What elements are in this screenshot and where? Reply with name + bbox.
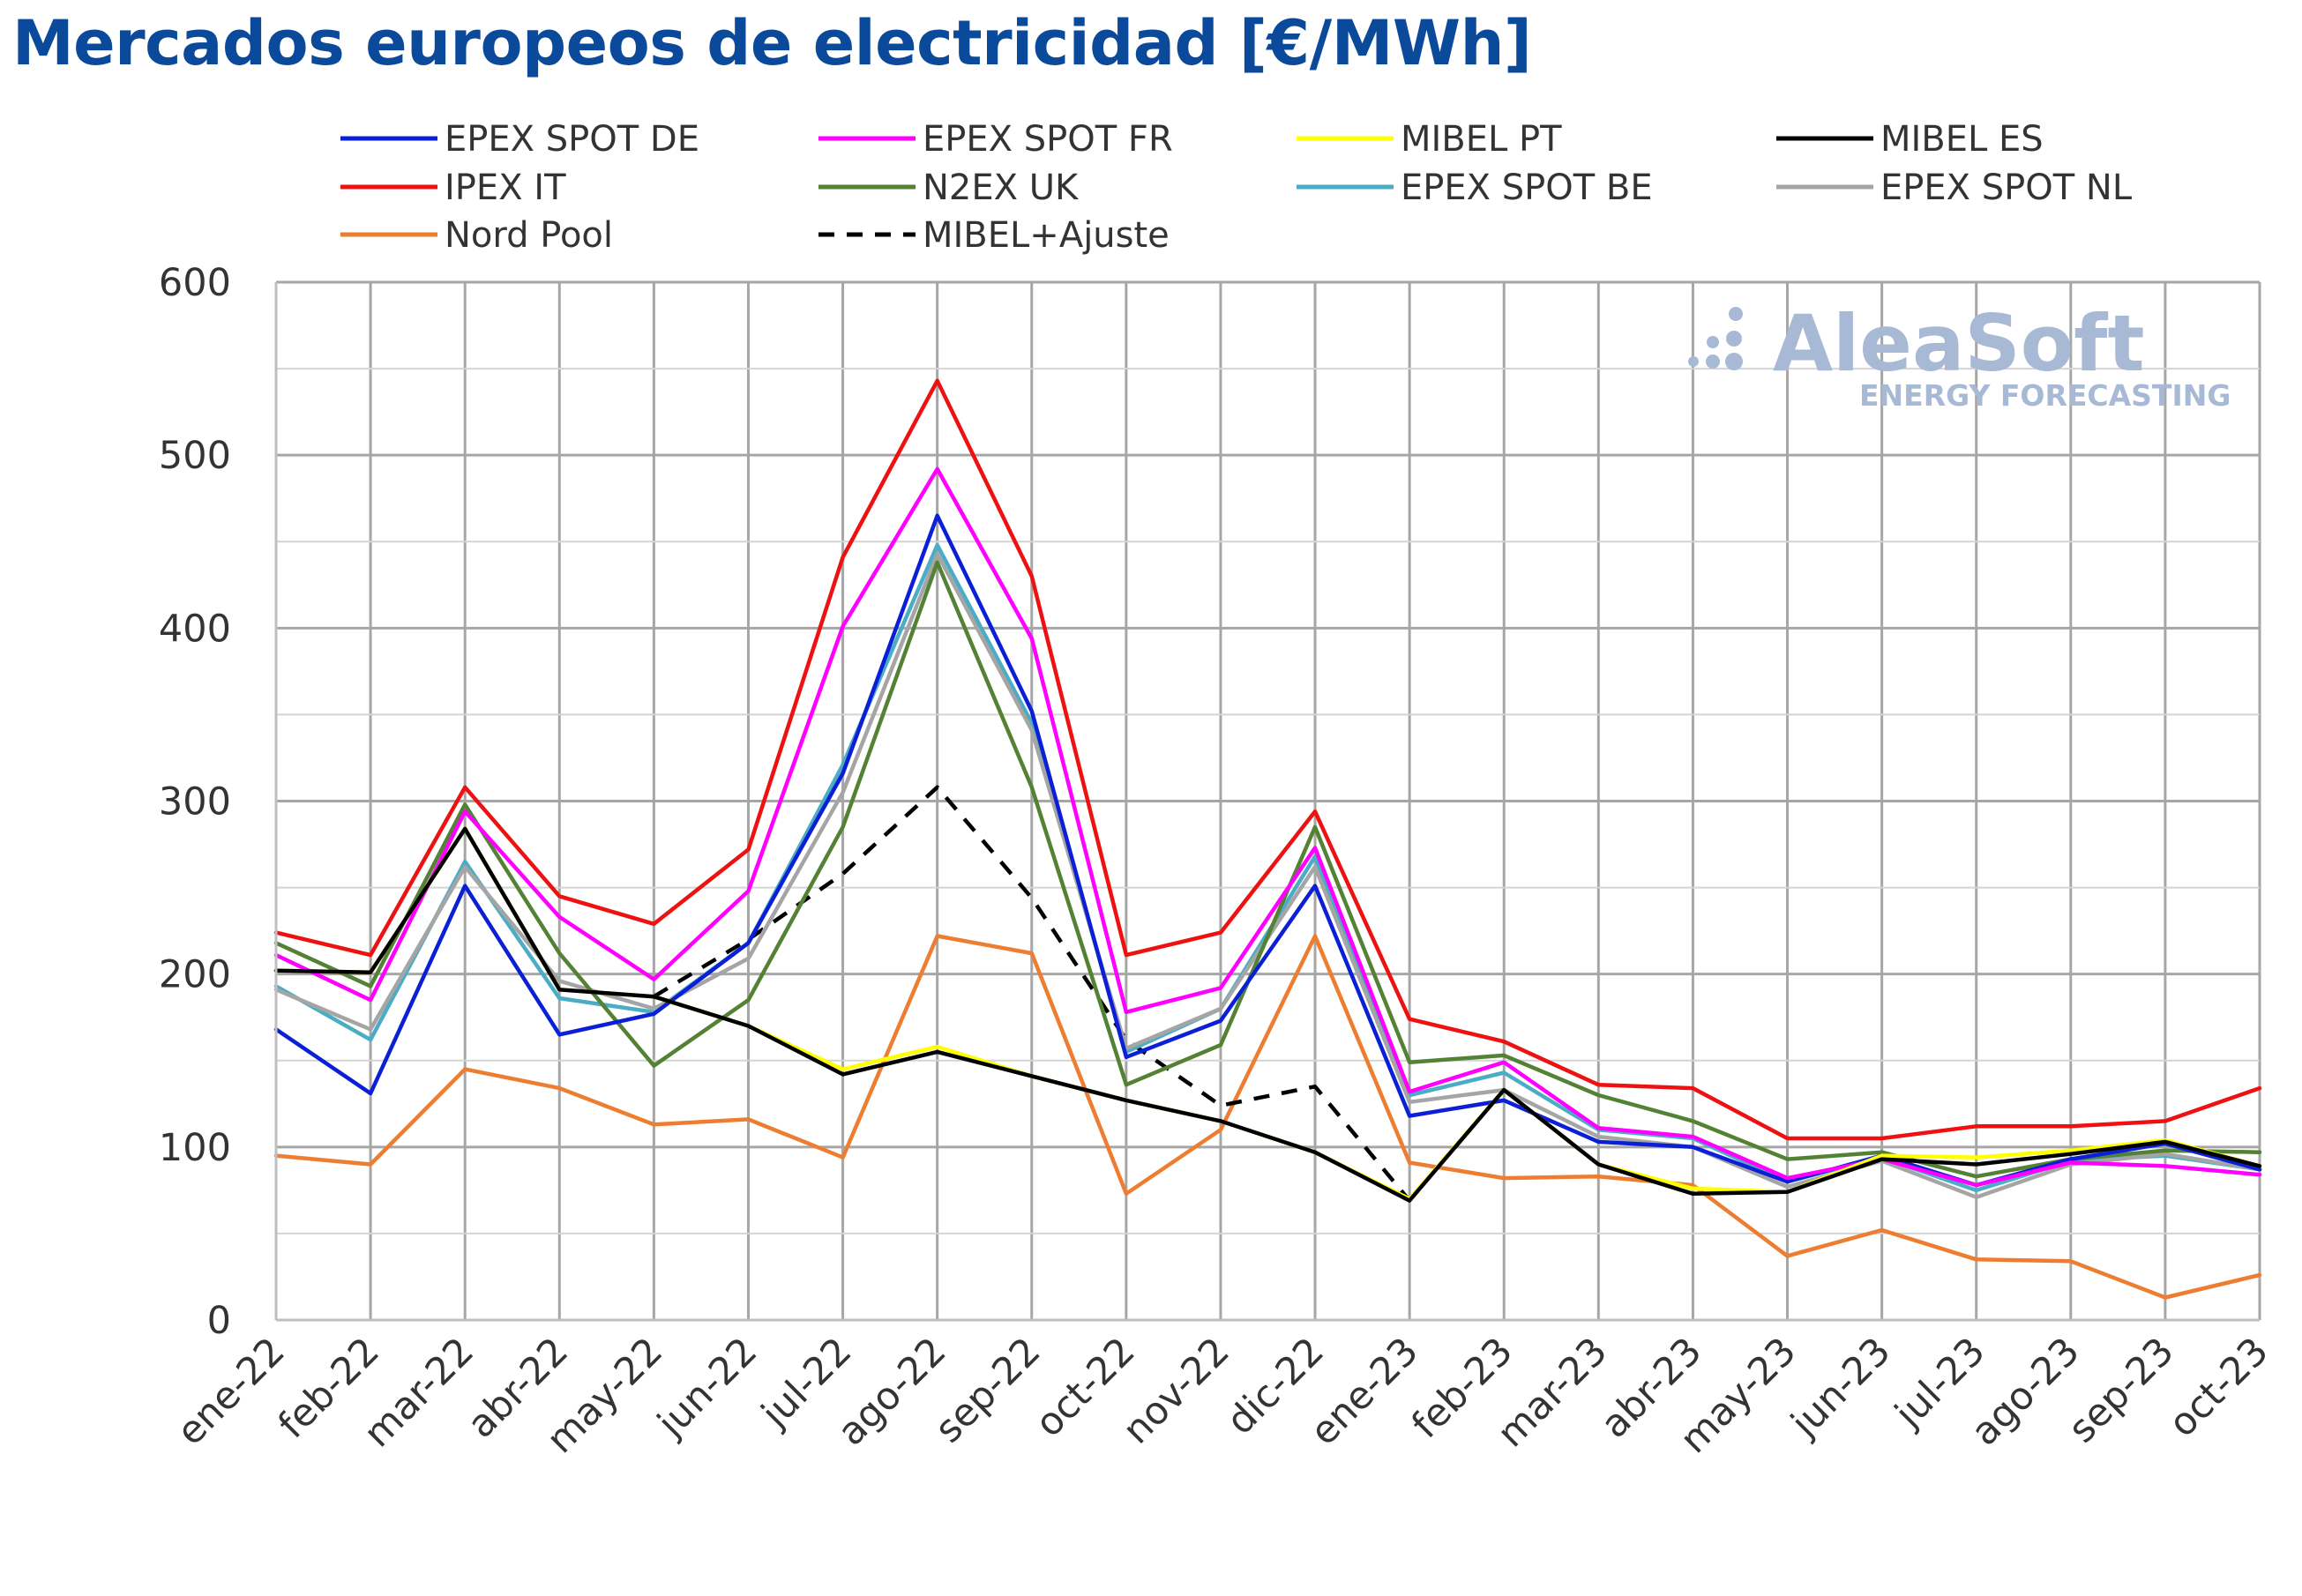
x-tick-label: jun-23 — [1783, 1329, 1900, 1446]
logo-dot — [1706, 354, 1720, 369]
legend-label: MIBEL PT — [1401, 119, 1562, 160]
x-tick-label: ene-22 — [168, 1329, 294, 1454]
logo-dot — [1729, 307, 1743, 321]
legend-item-nord-pool: Nord Pool — [340, 215, 613, 256]
y-tick-label: 400 — [159, 607, 231, 651]
series-line-epex-spot-de — [273, 513, 2262, 1188]
series-line-epex-spot-fr — [273, 466, 2262, 1188]
series-line-mibel-pt — [273, 826, 2262, 1201]
legend-label: EPEX SPOT BE — [1401, 168, 1653, 208]
legend-label: EPEX SPOT NL — [1880, 168, 2133, 208]
x-tick-label: sep-23 — [2060, 1329, 2183, 1451]
series-line-mibel-ajuste — [653, 785, 1411, 1203]
aleasoft-watermark: AleaSoft ENERGY FORECASTING — [1688, 298, 2231, 413]
legend-label: EPEX SPOT FR — [923, 119, 1173, 160]
legend-item-epex-spot-be: EPEX SPOT BE — [1297, 168, 1653, 208]
legend-label: EPEX SPOT DE — [445, 119, 699, 160]
series-line-epex-spot-nl — [273, 551, 2262, 1199]
y-tick-label: 300 — [159, 780, 231, 824]
series-line-ipex-it — [273, 378, 2262, 1141]
legend-item-epex-spot-nl: EPEX SPOT NL — [1776, 168, 2133, 208]
x-tick-label: ene-23 — [1302, 1329, 1427, 1454]
axes — [274, 282, 2260, 1322]
legend-label: MIBEL ES — [1880, 119, 2044, 160]
legend-label: Nord Pool — [445, 215, 613, 256]
x-tick-label: ago-23 — [1962, 1329, 2088, 1454]
y-tick-label: 0 — [207, 1299, 231, 1343]
x-tick-label: nov-22 — [1115, 1329, 1238, 1452]
series-lines — [273, 378, 2262, 1300]
x-tick-label: ago-22 — [829, 1329, 954, 1454]
legend-item-mibel-ajuste: MIBEL+Ajuste — [818, 215, 1170, 256]
legend-item-n2ex-uk: N2EX UK — [818, 168, 1080, 208]
y-tick-label: 600 — [159, 261, 231, 305]
logo-dot — [1688, 356, 1699, 367]
x-tick-label: sep-22 — [927, 1329, 1050, 1451]
x-tick-label: oct-23 — [2161, 1329, 2277, 1445]
watermark-tagline: ENERGY FORECASTING — [1859, 378, 2231, 413]
series-line-nord-pool — [273, 934, 2262, 1300]
legend-label: N2EX UK — [923, 168, 1080, 208]
grid-lines — [276, 280, 2261, 1320]
legend-label: IPEX IT — [445, 168, 566, 208]
series-line-n2ex-uk — [273, 560, 2262, 1179]
logo-dot — [1707, 336, 1719, 348]
legend-item-epex-spot-fr: EPEX SPOT FR — [818, 119, 1173, 160]
y-tick-label: 500 — [159, 434, 231, 478]
y-axis-ticks: 0 100 200 300 400 500 600 — [159, 261, 231, 1343]
x-axis-ticks: ene-22feb-22mar-22abr-22may-22jun-22jul-… — [168, 1329, 2277, 1462]
chart-title: Mercados europeos de electricidad [€/MWh… — [12, 7, 1532, 79]
legend-label: MIBEL+Ajuste — [923, 215, 1170, 256]
y-tick-label: 200 — [159, 953, 231, 997]
aleasoft-logo-dots-icon — [1688, 307, 1743, 370]
legend-item-epex-spot-de: EPEX SPOT DE — [340, 119, 699, 160]
legend-item-mibel-pt: MIBEL PT — [1297, 119, 1562, 160]
series-line-mibel-es — [273, 826, 2262, 1203]
legend: EPEX SPOT DE EPEX SPOT FR MIBEL PT MIBEL ES… — [340, 119, 2133, 256]
x-tick-label: jun-22 — [649, 1329, 766, 1446]
logo-dot — [1726, 331, 1742, 347]
legend-item-ipex-it: IPEX IT — [340, 168, 566, 208]
watermark-brand: AleaSoft — [1773, 298, 2145, 389]
logo-dot — [1725, 353, 1743, 370]
y-tick-label: 100 — [159, 1126, 231, 1170]
legend-item-mibel-es: MIBEL ES — [1776, 119, 2044, 160]
